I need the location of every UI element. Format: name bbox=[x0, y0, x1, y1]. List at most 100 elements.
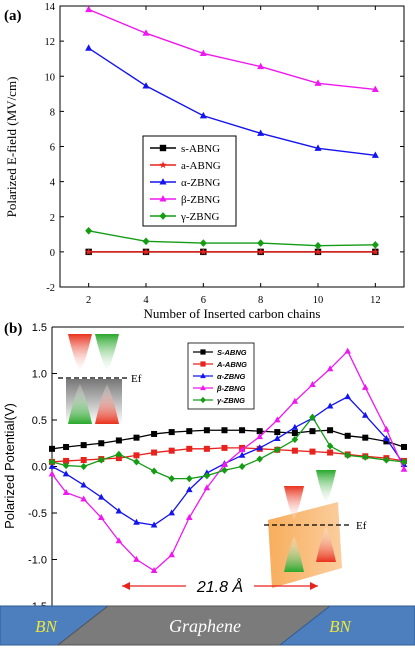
x-tick-label: 4 bbox=[143, 295, 149, 306]
data-point bbox=[256, 433, 263, 440]
data-point bbox=[309, 381, 316, 388]
legend-marker bbox=[159, 144, 167, 152]
data-point bbox=[361, 383, 369, 390]
y-tick-label: 0.5 bbox=[32, 415, 47, 427]
panel-a-x-ticks: 2 4 6 8 10 12 bbox=[86, 6, 381, 306]
legend-marker bbox=[200, 349, 206, 355]
data-point bbox=[168, 429, 175, 436]
data-point bbox=[115, 437, 122, 444]
panel-a-y-axis-label: Polarized E-field (MV/cm) bbox=[4, 77, 19, 218]
x-tick-label: 10 bbox=[313, 295, 324, 306]
data-point bbox=[256, 444, 263, 451]
data-point bbox=[314, 144, 322, 151]
legend-label: s-ABNG bbox=[181, 143, 220, 155]
data-point bbox=[150, 521, 158, 528]
fermi-label-right: Ef bbox=[356, 520, 367, 532]
data-point bbox=[238, 462, 246, 471]
data-point bbox=[371, 151, 379, 158]
data-point bbox=[309, 428, 316, 435]
distance-label: 21.8 Å bbox=[196, 577, 243, 596]
data-point bbox=[62, 461, 70, 470]
data-point bbox=[151, 449, 158, 456]
legend-marker bbox=[200, 384, 206, 391]
data-point bbox=[256, 455, 263, 463]
data-point bbox=[221, 427, 228, 434]
y-tick-label: 0.0 bbox=[32, 462, 47, 474]
data-point bbox=[85, 248, 93, 255]
data-point bbox=[371, 241, 379, 249]
legend-marker bbox=[200, 372, 206, 379]
data-point bbox=[371, 85, 379, 92]
data-point bbox=[309, 413, 316, 421]
data-point bbox=[383, 425, 390, 432]
y-tick-label: 4 bbox=[50, 178, 56, 189]
valence-cone-red bbox=[95, 384, 119, 424]
data-point bbox=[362, 434, 369, 441]
data-point bbox=[344, 347, 351, 354]
data-point bbox=[400, 458, 408, 466]
data-point bbox=[49, 445, 55, 452]
panel-a-legend: s-ABNG a-ABNG α-ZBNG β-ZBNG γ-ZBNG bbox=[142, 135, 237, 227]
data-point bbox=[85, 44, 93, 51]
panel-a: (a) -2 0 2 4 6 8 10 12 14 2 4 6 8 10 12 Polarized E-f… bbox=[4, 2, 405, 321]
data-point bbox=[221, 444, 228, 451]
data-point bbox=[273, 416, 281, 423]
data-point bbox=[383, 438, 390, 445]
data-point bbox=[168, 509, 175, 516]
y-tick-label: 0 bbox=[50, 248, 55, 259]
panel-b-y-ticks: -1.5-1.0-0.50.00.51.01.5 bbox=[28, 322, 57, 613]
data-point bbox=[115, 507, 123, 514]
data-point bbox=[256, 428, 263, 435]
data-point bbox=[326, 442, 334, 450]
data-point bbox=[344, 451, 351, 459]
data-point bbox=[85, 5, 93, 13]
data-point bbox=[371, 248, 379, 255]
data-point bbox=[199, 111, 207, 119]
x-tick-label: 12 bbox=[370, 295, 381, 306]
data-point bbox=[199, 239, 207, 247]
data-point bbox=[80, 456, 87, 463]
conduction-cone-red-right bbox=[284, 486, 304, 520]
data-point bbox=[257, 248, 265, 255]
data-point bbox=[168, 551, 175, 558]
y-tick-label: -1.0 bbox=[28, 555, 47, 567]
data-point bbox=[150, 567, 158, 574]
data-point bbox=[168, 447, 175, 454]
fermi-label-left: Ef bbox=[131, 373, 142, 385]
data-point bbox=[186, 445, 193, 452]
y-tick-label: 8 bbox=[50, 107, 55, 118]
data-point bbox=[361, 453, 369, 461]
x-tick-label: 8 bbox=[258, 295, 263, 306]
y-tick-label: 1.5 bbox=[32, 322, 47, 334]
data-point bbox=[97, 493, 105, 500]
data-point bbox=[85, 226, 93, 235]
data-point bbox=[344, 393, 351, 400]
data-point bbox=[133, 555, 140, 562]
data-point bbox=[203, 484, 211, 491]
legend-label: α-ZBNG bbox=[181, 177, 220, 189]
band-diagram-inset-left: Ef bbox=[58, 334, 142, 424]
x-tick-label: 6 bbox=[201, 295, 206, 306]
data-point bbox=[257, 62, 265, 70]
distance-annotation: 21.8 Å bbox=[122, 577, 318, 596]
legend-label: γ-ZBNG bbox=[217, 396, 245, 405]
data-point bbox=[361, 411, 369, 418]
data-point bbox=[326, 365, 334, 372]
y-tick-label: 1.0 bbox=[32, 369, 47, 381]
legend-marker bbox=[200, 396, 206, 404]
data-point bbox=[203, 472, 211, 480]
panel-b-legend: S-ABNG A-ABNG α-ZBNG β-ZBNG γ-ZBNG bbox=[187, 342, 255, 410]
data-point bbox=[291, 397, 299, 404]
legend-label: β-ZBNG bbox=[216, 384, 246, 393]
y-tick-label: 14 bbox=[45, 2, 56, 13]
legend-label: a-ABNG bbox=[181, 160, 221, 172]
data-point bbox=[97, 514, 105, 521]
data-point bbox=[221, 461, 228, 468]
data-point bbox=[274, 429, 281, 436]
data-point bbox=[199, 49, 207, 56]
data-point bbox=[80, 442, 87, 449]
panel-b-series bbox=[48, 347, 408, 574]
data-point bbox=[257, 239, 265, 247]
arrowhead-left-icon bbox=[122, 582, 130, 590]
data-point bbox=[326, 402, 334, 409]
